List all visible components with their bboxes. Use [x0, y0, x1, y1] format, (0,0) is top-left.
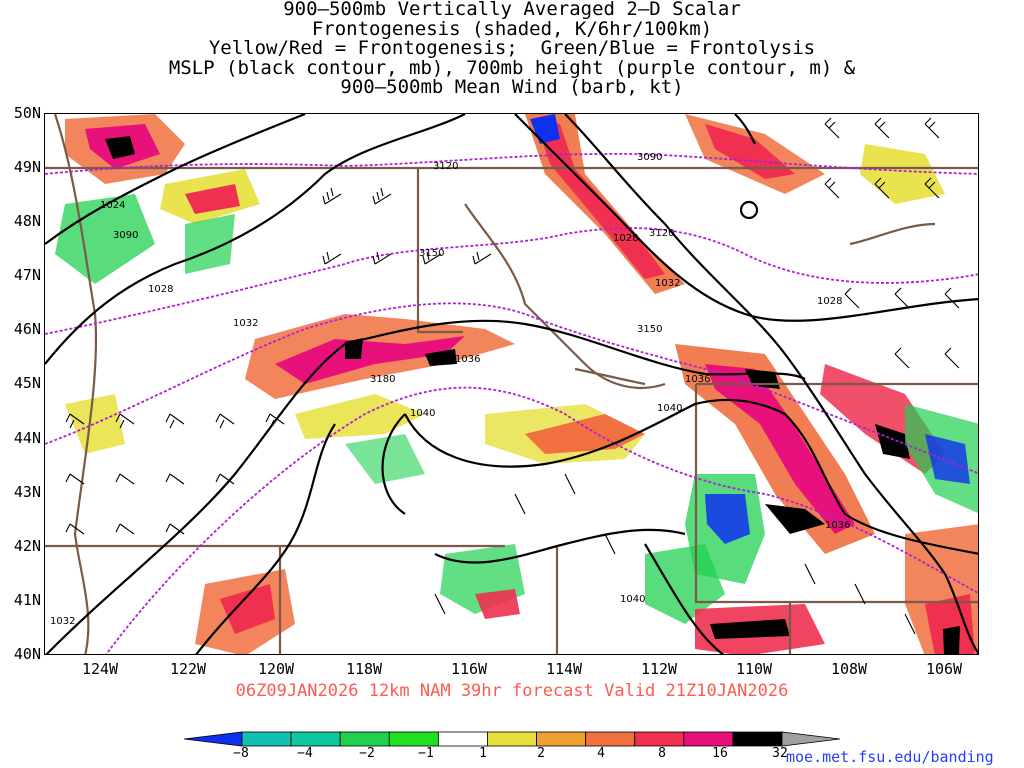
height-contours: [45, 152, 978, 654]
colorbar-tick: −1: [418, 746, 434, 761]
state-borders: [45, 114, 978, 654]
lon-label-110w: 110W: [735, 660, 773, 678]
lon-label-116w: 116W: [450, 660, 488, 678]
colorbar-cell: [184, 731, 243, 747]
colorbar-tick: 2: [537, 746, 545, 761]
lon-label-122w: 122W: [169, 660, 207, 678]
colorbar-cell: [683, 731, 734, 747]
height-label: 3120: [649, 228, 674, 239]
colorbar-cell: [290, 731, 341, 747]
mslp-label: 1028: [613, 233, 638, 244]
mslp-label: 1036: [685, 374, 710, 385]
colorbar: [184, 731, 840, 747]
colorbar-cell: [781, 731, 840, 747]
colorbar-cell: [388, 731, 439, 747]
mslp-label: 1032: [50, 616, 75, 627]
lon-label-118w: 118W: [345, 660, 383, 678]
lon-label-108w: 108W: [830, 660, 868, 678]
frontogenesis-shading: [55, 114, 978, 654]
lat-label-43n: 43N: [13, 483, 41, 501]
wind-barbs: [65, 117, 960, 635]
lon-label-120w: 120W: [257, 660, 295, 678]
frontogenesis-map: 1024 1028 1032 1036 1040 1028 1032 1036 …: [45, 114, 978, 654]
colorbar-tick: 4: [597, 746, 605, 761]
lat-label-50n: 50N: [13, 104, 41, 122]
lon-label-112w: 112W: [640, 660, 678, 678]
colorbar-cell: [437, 731, 488, 747]
forecast-valid-line: 06Z09JAN2026 12km NAM 39hr forecast Vali…: [235, 681, 789, 701]
map-panel: 1024 1028 1032 1036 1040 1028 1032 1036 …: [44, 113, 979, 655]
lon-label-124w: 124W: [81, 660, 119, 678]
colorbar-cell: [487, 731, 537, 747]
lat-label-47n: 47N: [13, 266, 41, 284]
mslp-label: 1032: [655, 278, 680, 289]
title-line-2: Frontogenesis (shaded, K/6hr/100km): [311, 17, 713, 40]
colorbar-cell: [241, 731, 292, 747]
colorbar-cell: [585, 731, 636, 747]
colorbar-tick: 32: [772, 746, 788, 761]
mslp-label: 1028: [148, 284, 173, 295]
lon-label-106w: 106W: [925, 660, 963, 678]
colorbar-tick: 16: [712, 746, 728, 761]
title-line-3: Yellow/Red = Frontogenesis; Green/Blue =…: [208, 37, 816, 59]
height-label: 3180: [370, 374, 395, 385]
lat-label-46n: 46N: [13, 320, 41, 338]
colorbar-tick: −4: [297, 746, 313, 761]
lat-label-40n: 40N: [13, 645, 41, 663]
colorbar-cell: [634, 731, 685, 747]
height-label: 3150: [637, 324, 662, 335]
lat-label-42n: 42N: [13, 537, 41, 555]
mslp-label: 1036: [825, 520, 850, 531]
lat-label-49n: 49N: [13, 158, 41, 176]
title-line-5: 900–500mb Mean Wind (barb, kt): [340, 76, 684, 98]
colorbar-tick: −8: [233, 746, 249, 761]
lat-label-45n: 45N: [13, 374, 41, 392]
colorbar-tick: 1: [479, 746, 487, 761]
mslp-contours: [45, 114, 978, 654]
title-line-1: 900–500mb Vertically Averaged 2–D Scalar: [283, 0, 741, 20]
colorbar-tick: 8: [658, 746, 666, 761]
colorbar-cells: [184, 731, 840, 747]
lat-label-48n: 48N: [13, 212, 41, 230]
height-label: 3120: [433, 161, 458, 172]
height-label: 3090: [113, 230, 138, 241]
colorbar-cell: [536, 731, 587, 747]
lon-label-114w: 114W: [545, 660, 583, 678]
chart-title: 900–500mb Vertically Averaged 2–D Scalar…: [0, 0, 1024, 98]
colorbar-cell: [732, 731, 783, 747]
mslp-label: 1032: [233, 318, 258, 329]
mslp-label: 1040: [410, 408, 435, 419]
lat-label-41n: 41N: [13, 591, 41, 609]
height-label: 3150: [419, 248, 444, 259]
mslp-label: 1028: [817, 296, 842, 307]
mslp-label: 1040: [657, 403, 682, 414]
colorbar-cell: [339, 731, 390, 747]
colorbar-tick: −2: [359, 746, 375, 761]
height-label: 3090: [637, 152, 662, 163]
mslp-label: 1024: [100, 200, 125, 211]
title-line-4: MSLP (black contour, mb), 700mb height (…: [168, 56, 856, 79]
credit-link[interactable]: moe.met.fsu.edu/banding: [786, 748, 994, 766]
lat-label-44n: 44N: [13, 429, 41, 447]
mslp-label: 1040: [620, 594, 645, 605]
mslp-label: 1036: [455, 354, 480, 365]
